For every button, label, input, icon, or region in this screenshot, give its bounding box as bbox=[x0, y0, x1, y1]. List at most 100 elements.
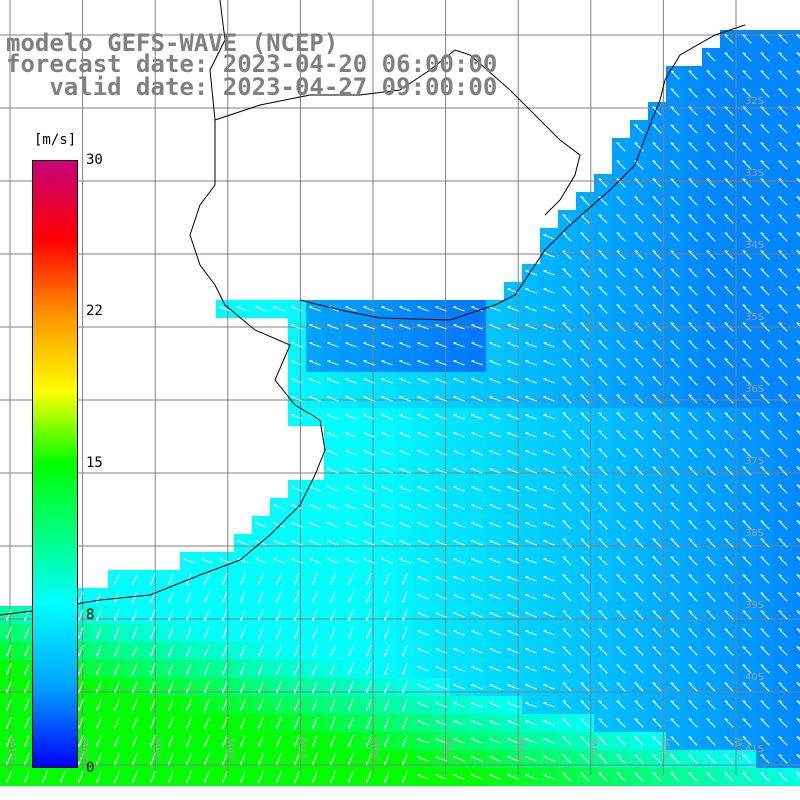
wind-arrow-head bbox=[616, 160, 620, 163]
wind-arrow bbox=[724, 754, 734, 764]
wind-arrow-head bbox=[796, 592, 800, 595]
wind-arrow bbox=[132, 627, 138, 639]
wind-arrow bbox=[291, 558, 303, 564]
wind-arrow bbox=[24, 645, 30, 657]
wind-arrow bbox=[150, 663, 156, 675]
wind-arrow-head bbox=[778, 250, 782, 253]
wind-arrow bbox=[204, 717, 210, 729]
wind-arrow-head bbox=[688, 610, 692, 613]
wind-arrow bbox=[363, 432, 375, 438]
wind-arrow bbox=[6, 681, 12, 693]
wind-arrow bbox=[580, 610, 590, 620]
wind-arrow bbox=[778, 484, 788, 494]
wind-arrow-head bbox=[706, 196, 710, 199]
wind-arrow bbox=[363, 306, 375, 312]
wind-arrow bbox=[616, 754, 626, 764]
wind-arrow bbox=[652, 448, 662, 458]
wind-arrow bbox=[417, 486, 429, 492]
wind-arrow bbox=[742, 178, 752, 188]
wind-arrow bbox=[402, 735, 408, 747]
wind-arrow bbox=[634, 718, 644, 728]
wind-arrow-head bbox=[706, 628, 710, 631]
wind-arrow bbox=[384, 591, 390, 603]
wind-arrow bbox=[543, 738, 555, 744]
wind-arrow-head bbox=[724, 610, 728, 613]
wind-arrow bbox=[706, 196, 716, 206]
wind-cell bbox=[792, 660, 800, 678]
wind-arrow bbox=[330, 699, 336, 711]
wind-arrow bbox=[706, 502, 716, 512]
wind-arrow bbox=[616, 304, 626, 314]
wind-arrow bbox=[724, 610, 734, 620]
wind-arrow-head bbox=[616, 448, 620, 451]
wind-arrow bbox=[525, 540, 537, 546]
wind-arrow bbox=[742, 124, 752, 134]
wind-arrow bbox=[796, 538, 800, 543]
wind-arrow bbox=[634, 358, 644, 368]
wind-arrow-head bbox=[652, 304, 656, 307]
wind-arrow bbox=[742, 484, 752, 494]
wind-arrow bbox=[507, 648, 519, 654]
wind-arrow-head bbox=[724, 52, 728, 55]
wind-arrow bbox=[489, 558, 501, 564]
wind-arrow bbox=[706, 250, 716, 260]
wind-arrow bbox=[706, 664, 716, 674]
wind-cell bbox=[792, 228, 800, 246]
wind-arrow bbox=[312, 645, 318, 657]
wind-arrow-head bbox=[652, 484, 656, 487]
wind-arrow bbox=[742, 34, 752, 44]
wind-arrow bbox=[42, 771, 48, 783]
wind-arrow bbox=[652, 394, 662, 404]
wind-arrow bbox=[598, 736, 608, 746]
wind-arrow bbox=[580, 556, 590, 566]
wind-arrow bbox=[453, 468, 465, 474]
wind-arrow bbox=[363, 558, 375, 564]
wind-arrow-head bbox=[634, 232, 638, 235]
wind-arrow bbox=[616, 628, 626, 638]
wind-arrow-head bbox=[796, 628, 800, 631]
wind-arrow bbox=[204, 663, 210, 675]
wind-arrow-head bbox=[598, 682, 602, 685]
wind-arrow bbox=[580, 772, 590, 782]
wind-cell bbox=[792, 210, 800, 228]
wind-arrow bbox=[204, 627, 210, 639]
wind-arrow bbox=[114, 717, 120, 729]
wind-arrow bbox=[489, 540, 501, 546]
wind-arrow bbox=[580, 340, 590, 350]
wind-arrow bbox=[222, 627, 228, 639]
wind-arrow-head bbox=[652, 178, 656, 181]
wind-arrow bbox=[453, 360, 465, 366]
wind-arrow bbox=[507, 666, 519, 672]
wind-arrow bbox=[507, 396, 519, 402]
wind-arrow-head bbox=[796, 574, 800, 577]
wind-arrow bbox=[525, 306, 537, 312]
wind-arrow-head bbox=[706, 610, 710, 613]
wind-arrow bbox=[796, 88, 800, 93]
wind-arrow-head bbox=[724, 502, 728, 505]
wind-arrow-head bbox=[724, 340, 728, 343]
wind-arrow bbox=[598, 214, 608, 224]
wind-arrow bbox=[183, 558, 195, 564]
wind-arrow bbox=[453, 486, 465, 492]
wind-arrow-head bbox=[580, 358, 584, 361]
wind-arrow bbox=[724, 340, 734, 350]
wind-arrow-head bbox=[580, 700, 584, 703]
wind-arrow-head bbox=[580, 232, 584, 235]
wind-arrow bbox=[742, 250, 752, 260]
wind-arrow bbox=[706, 718, 716, 728]
wind-arrow-head bbox=[634, 322, 638, 325]
wind-arrow-head bbox=[706, 340, 710, 343]
wind-arrow bbox=[525, 594, 537, 600]
wind-arrow bbox=[525, 738, 537, 744]
wind-arrow-head bbox=[706, 448, 710, 451]
wind-arrow bbox=[96, 717, 102, 729]
wind-arrow bbox=[114, 609, 120, 621]
wind-arrow-head bbox=[742, 160, 746, 163]
wind-arrow-head bbox=[742, 52, 746, 55]
wind-arrow-head bbox=[634, 484, 638, 487]
wind-arrow bbox=[562, 304, 572, 314]
wind-arrow bbox=[240, 627, 246, 639]
wind-arrow bbox=[348, 699, 354, 711]
wind-arrow bbox=[706, 682, 716, 692]
wind-arrow bbox=[399, 468, 411, 474]
